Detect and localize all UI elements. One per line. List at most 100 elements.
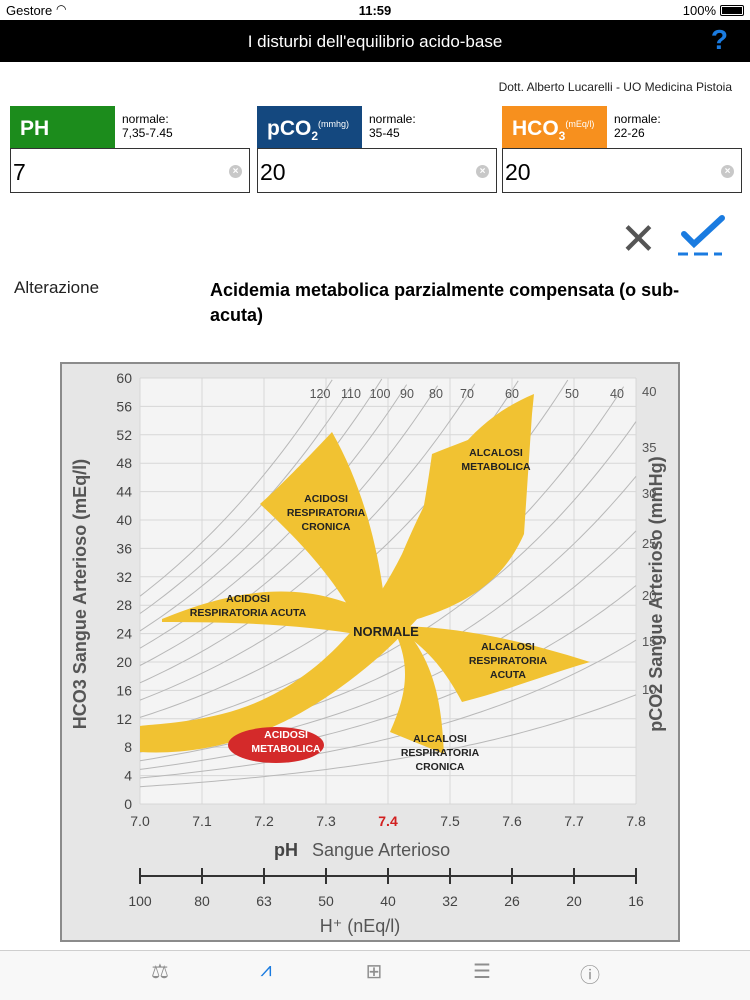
y-tick-label: 44 — [116, 484, 132, 500]
h-scale-label: 16 — [628, 893, 644, 909]
x-tick-label: 7.5 — [440, 813, 460, 829]
battery-icon — [720, 5, 744, 16]
h-scale-label: 63 — [256, 893, 272, 909]
result-value: Acidemia metabolica parzialmente compens… — [210, 280, 680, 325]
clock: 11:59 — [358, 3, 392, 18]
label-acute-resp-alkalosis: ACUTA — [490, 669, 526, 681]
hco3-label: HCO3(mEq/l) — [502, 106, 607, 148]
top-isobar-label: 60 — [505, 387, 519, 401]
isobar-line — [139, 385, 439, 666]
label-chronic-resp-acidosis: CRONICA — [302, 521, 351, 533]
y-tick-label: 48 — [116, 455, 132, 471]
nav-bar: I disturbi dell'equilibrio acido-base ? — [0, 20, 750, 62]
top-isobar-label: 50 — [565, 387, 579, 401]
right-tick-label: 25 — [642, 536, 656, 551]
clear-icon[interactable]: × — [476, 165, 489, 178]
acid-base-nomogram: ACIDOSI RESPIRATORIA CRONICA ALCALOSI METABO… — [60, 362, 680, 942]
h-scale-label: 100 — [128, 893, 152, 909]
author-credit: Dott. Alberto Lucarelli - UO Medicina Pi… — [498, 80, 732, 94]
isobar-line — [139, 379, 333, 597]
label-chronic-resp-acidosis: RESPIRATORIA — [287, 507, 366, 519]
x-tick-label: 7.6 — [502, 813, 522, 829]
label-metabolic-alkalosis: METABOLICA — [461, 461, 531, 473]
y-tick-label: 4 — [124, 768, 132, 784]
y-tick-label: 60 — [116, 370, 132, 386]
help-button[interactable]: ? — [710, 24, 728, 55]
band-chronic-resp-acidosis — [260, 432, 387, 626]
tab-bar: ⚖ ⩘ ⊞ ☰ ⓘ — [0, 950, 750, 1000]
h-scale-label: 50 — [318, 893, 334, 909]
y-tick-label: 8 — [124, 739, 132, 755]
ph-input[interactable]: 7 × — [10, 148, 250, 193]
h-scale-label: 80 — [194, 893, 210, 909]
y-tick-label: 40 — [116, 512, 132, 528]
balance-icon[interactable]: ⚖ — [151, 961, 169, 983]
wifi-icon: ◠ — [56, 2, 67, 16]
right-tick-label: 35 — [642, 440, 656, 455]
label-metabolic-acidosis: ACIDOSI — [264, 729, 308, 741]
band-chronic-resp-alkalosis — [390, 626, 444, 754]
label-chronic-resp-acidosis: ACIDOSI — [304, 493, 348, 505]
hco3-normal: normale: 22-26 — [614, 112, 661, 140]
pco2-normal: normale: 35-45 — [369, 112, 416, 140]
x-tick-label: 7.8 — [626, 813, 646, 829]
pco2-input[interactable]: 20 × — [257, 148, 497, 193]
pco2-label: pCO2(mmhg) — [257, 106, 362, 148]
h-scale-title: H⁺ (nEq/l) — [320, 916, 401, 936]
isobar-line — [139, 694, 637, 788]
hco3-value: 20 — [505, 159, 531, 185]
x-tick-label: 7.0 — [130, 813, 150, 829]
label-metabolic-acidosis: METABOLICA — [251, 743, 321, 755]
top-isobar-label: 90 — [400, 387, 414, 401]
y-tick-label: 52 — [116, 427, 132, 443]
x-tick-label: 7.1 — [192, 813, 212, 829]
top-isobar-label: 70 — [460, 387, 474, 401]
band-acute-resp-acidosis — [162, 591, 382, 639]
clear-icon[interactable]: × — [229, 165, 242, 178]
y-tick-label: 28 — [116, 597, 132, 613]
right-tick-label: 10 — [642, 682, 656, 697]
x-tick-label: 7.2 — [254, 813, 274, 829]
label-acute-resp-acidosis: ACIDOSI — [226, 593, 270, 605]
x-tick-label: 7.3 — [316, 813, 336, 829]
pco2-value: 20 — [260, 159, 286, 185]
isobar-line — [139, 585, 637, 770]
right-tick-label: 20 — [642, 588, 656, 603]
band-acute-resp-alkalosis — [392, 626, 590, 702]
carrier-name: Gestore — [6, 3, 53, 18]
right-tick-label: 40 — [642, 384, 656, 399]
top-isobar-label: 120 — [310, 387, 331, 401]
y-tick-label: 56 — [116, 398, 132, 414]
y-tick-label: 20 — [116, 654, 132, 670]
clear-icon[interactable]: × — [721, 165, 734, 178]
label-acute-resp-alkalosis: ALCALOSI — [481, 641, 535, 653]
label-chronic-resp-alkalosis: RESPIRATORIA — [401, 747, 480, 759]
calculate-check-icon[interactable] — [676, 212, 726, 260]
battery-percent: 100% — [682, 3, 716, 18]
isobar-line — [139, 530, 637, 762]
list-icon[interactable]: ☰ — [473, 961, 491, 983]
ph-value: 7 — [13, 159, 26, 185]
y-tick-label: 36 — [116, 540, 132, 556]
label-chronic-resp-alkalosis: ALCALOSI — [413, 733, 467, 745]
isobar-line — [139, 383, 476, 684]
ph-label: PH — [10, 106, 115, 148]
label-metabolic-alkalosis: ALCALOSI — [469, 447, 523, 459]
isobar-line — [139, 387, 352, 614]
chart-icon[interactable]: ⩘ — [260, 959, 272, 981]
label-normal: NORMALE — [353, 624, 419, 639]
hco3-input[interactable]: 20 × — [502, 148, 742, 193]
x-tick-label: 7.4 — [378, 813, 398, 829]
cancel-icon[interactable]: ✕ — [620, 215, 657, 264]
table-icon[interactable]: ⊞ — [365, 961, 383, 983]
y-tick-label: 12 — [116, 711, 132, 727]
highlight-metabolic-acidosis — [228, 727, 324, 763]
x-axis-title: Sangue Arterioso — [312, 840, 450, 860]
label-chronic-resp-alkalosis: CRONICA — [416, 761, 465, 773]
h-scale-label: 26 — [504, 893, 520, 909]
label-acute-resp-alkalosis: RESPIRATORIA — [469, 655, 548, 667]
info-icon[interactable]: ⓘ — [580, 965, 600, 987]
right-tick-label: 15 — [642, 634, 656, 649]
nomogram-svg: ACIDOSI RESPIRATORIA CRONICA ALCALOSI METABO… — [70, 370, 666, 936]
top-isobar-label: 110 — [341, 387, 361, 401]
